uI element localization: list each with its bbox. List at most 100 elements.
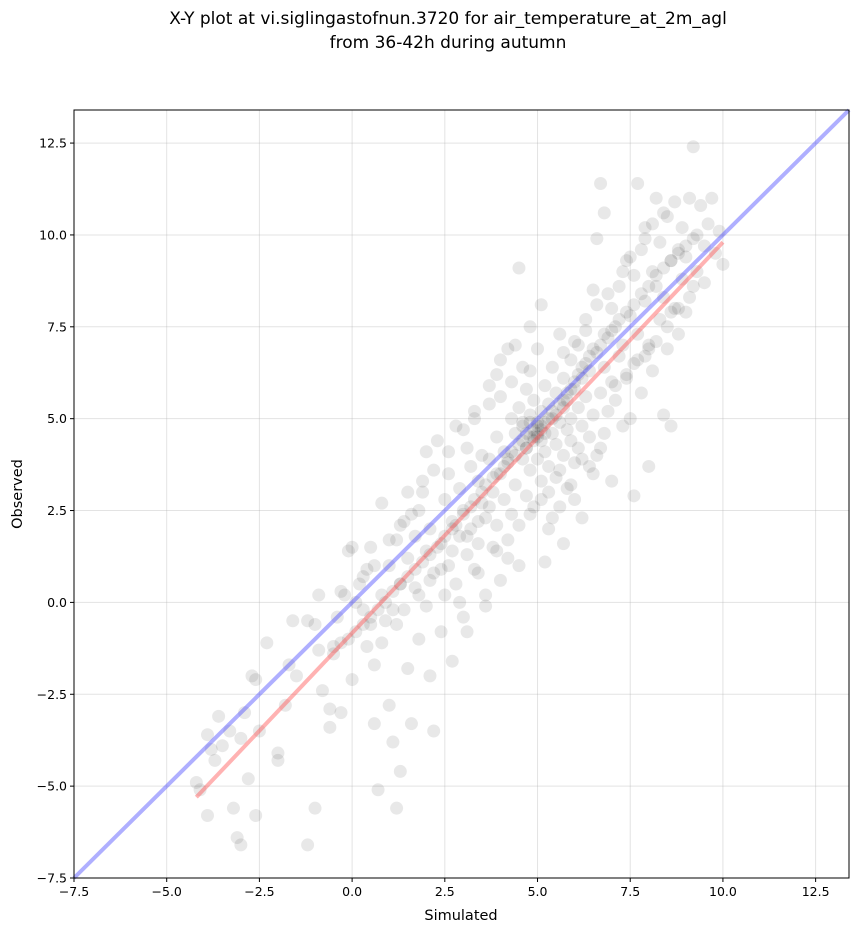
data-point (531, 426, 545, 440)
data-point (560, 386, 574, 400)
data-point (542, 412, 556, 426)
data-point (531, 452, 545, 466)
data-point (534, 423, 548, 437)
data-point (401, 570, 415, 584)
data-point (238, 706, 252, 720)
data-point (556, 537, 570, 551)
data-point (549, 470, 563, 484)
data-point (564, 382, 578, 396)
data-point (341, 632, 355, 646)
data-point (226, 801, 240, 815)
data-point (627, 268, 641, 282)
data-point (519, 489, 533, 503)
y-tick-label: −7.5 (37, 871, 67, 886)
data-point (508, 448, 522, 462)
x-tick-label: 7.5 (620, 884, 640, 899)
data-point (605, 323, 619, 337)
data-point (620, 368, 634, 382)
data-point (390, 801, 404, 815)
data-point (657, 290, 671, 304)
data-point (278, 698, 292, 712)
data-point (486, 470, 500, 484)
data-point (549, 437, 563, 451)
chart-title-line2: from 36-42h during autumn (330, 33, 567, 53)
data-point (594, 441, 608, 455)
data-point (434, 562, 448, 576)
data-point (445, 544, 459, 558)
data-point (538, 415, 552, 429)
data-point (508, 478, 522, 492)
grid-lines (73, 110, 849, 879)
data-point (542, 397, 556, 411)
data-point (493, 467, 507, 481)
data-point (397, 603, 411, 617)
data-point (505, 507, 519, 521)
data-point (690, 228, 704, 242)
data-point (386, 735, 400, 749)
data-point (657, 408, 671, 422)
data-point (590, 346, 604, 360)
data-point (653, 235, 667, 249)
data-point (527, 434, 541, 448)
data-point (419, 544, 433, 558)
data-point (467, 562, 481, 576)
data-point (686, 279, 700, 293)
data-point (601, 287, 615, 301)
data-point (393, 764, 407, 778)
data-point (601, 331, 615, 345)
data-point (519, 441, 533, 455)
data-point (649, 191, 663, 205)
data-point (189, 775, 203, 789)
data-point (564, 434, 578, 448)
data-point (586, 408, 600, 422)
data-point (686, 232, 700, 246)
data-point (597, 426, 611, 440)
data-point (471, 537, 485, 551)
data-point (579, 390, 593, 404)
data-point (575, 452, 589, 466)
data-point (627, 298, 641, 312)
data-point (490, 368, 504, 382)
data-point (605, 375, 619, 389)
data-point (664, 254, 678, 268)
data-point (671, 327, 685, 341)
data-point (427, 724, 441, 738)
data-point (549, 408, 563, 422)
data-point (694, 199, 708, 213)
data-point (312, 643, 326, 657)
data-point (393, 577, 407, 591)
data-point (327, 647, 341, 661)
data-point (460, 625, 474, 639)
data-point (252, 724, 266, 738)
data-point (631, 327, 645, 341)
data-point (501, 533, 515, 547)
data-point (371, 783, 385, 797)
data-point (427, 566, 441, 580)
data-point (416, 474, 430, 488)
data-point (709, 246, 723, 260)
data-point (623, 412, 637, 426)
data-point (490, 544, 504, 558)
data-point (445, 522, 459, 536)
data-point (645, 265, 659, 279)
data-point (601, 404, 615, 418)
data-point (393, 518, 407, 532)
data-point (538, 555, 552, 569)
data-point (542, 485, 556, 499)
data-point (631, 176, 645, 190)
data-point (449, 518, 463, 532)
data-point (571, 338, 585, 352)
data-point (545, 511, 559, 525)
data-point (679, 305, 693, 319)
data-point (449, 577, 463, 591)
data-point (553, 397, 567, 411)
data-point (390, 617, 404, 631)
data-point (553, 327, 567, 341)
data-point (475, 496, 489, 510)
data-point (523, 408, 537, 422)
y-tick-label: 0.0 (47, 595, 67, 610)
fit-line (194, 240, 725, 799)
data-point (590, 232, 604, 246)
data-point (516, 415, 530, 429)
data-point (497, 459, 511, 473)
